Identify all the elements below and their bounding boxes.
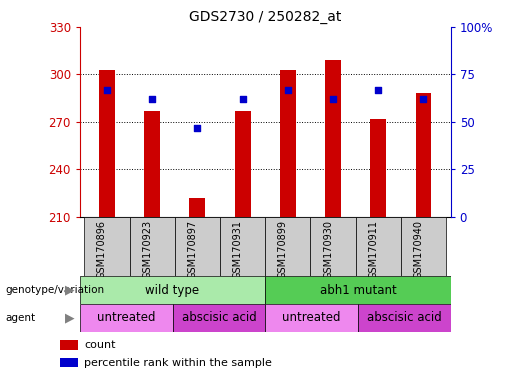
Bar (80, 304, 173, 332)
Text: wild type: wild type (145, 284, 200, 297)
Bar (175, 217, 220, 276)
Bar (144, 111, 160, 217)
Text: GSM170897: GSM170897 (187, 220, 197, 279)
Bar (190, 198, 205, 217)
Text: count: count (84, 340, 116, 350)
Point (374, 86, 383, 93)
Text: untreated: untreated (282, 311, 341, 324)
Text: GSM170940: GSM170940 (414, 220, 423, 279)
Point (329, 96, 337, 102)
Text: GSM170896: GSM170896 (97, 220, 107, 279)
Text: GSM170931: GSM170931 (233, 220, 243, 279)
Bar (311, 217, 356, 276)
Text: GSM170911: GSM170911 (368, 220, 379, 279)
Text: abh1 mutant: abh1 mutant (319, 284, 397, 297)
Bar (370, 119, 386, 217)
Bar (173, 304, 265, 332)
Text: abscisic acid: abscisic acid (181, 311, 256, 324)
Title: GDS2730 / 250282_at: GDS2730 / 250282_at (189, 10, 341, 25)
Bar (356, 217, 401, 276)
Bar (130, 217, 175, 276)
Text: ▶: ▶ (65, 284, 74, 297)
Text: ▶: ▶ (65, 311, 74, 324)
Point (284, 86, 292, 93)
Text: GSM170923: GSM170923 (142, 220, 152, 279)
Text: agent: agent (5, 313, 35, 323)
Bar (401, 217, 446, 276)
Bar (220, 217, 265, 276)
Bar (265, 276, 451, 304)
Bar (265, 304, 358, 332)
Point (103, 86, 111, 93)
Bar (84, 217, 130, 276)
Point (148, 96, 156, 102)
Bar (235, 111, 250, 217)
Bar (280, 70, 296, 217)
Text: percentile rank within the sample: percentile rank within the sample (84, 358, 272, 367)
Bar (60, 358, 78, 367)
Point (193, 124, 201, 131)
Bar (99, 70, 115, 217)
Text: GSM170899: GSM170899 (278, 220, 288, 279)
Point (419, 96, 427, 102)
Text: GSM170930: GSM170930 (323, 220, 333, 279)
Bar (60, 341, 78, 350)
Text: abscisic acid: abscisic acid (367, 311, 442, 324)
Text: genotype/variation: genotype/variation (5, 285, 104, 295)
Text: untreated: untreated (97, 311, 156, 324)
Point (238, 96, 247, 102)
Bar (325, 60, 341, 217)
Bar (358, 304, 451, 332)
Bar (80, 276, 265, 304)
Bar (416, 93, 432, 217)
Bar (265, 217, 311, 276)
